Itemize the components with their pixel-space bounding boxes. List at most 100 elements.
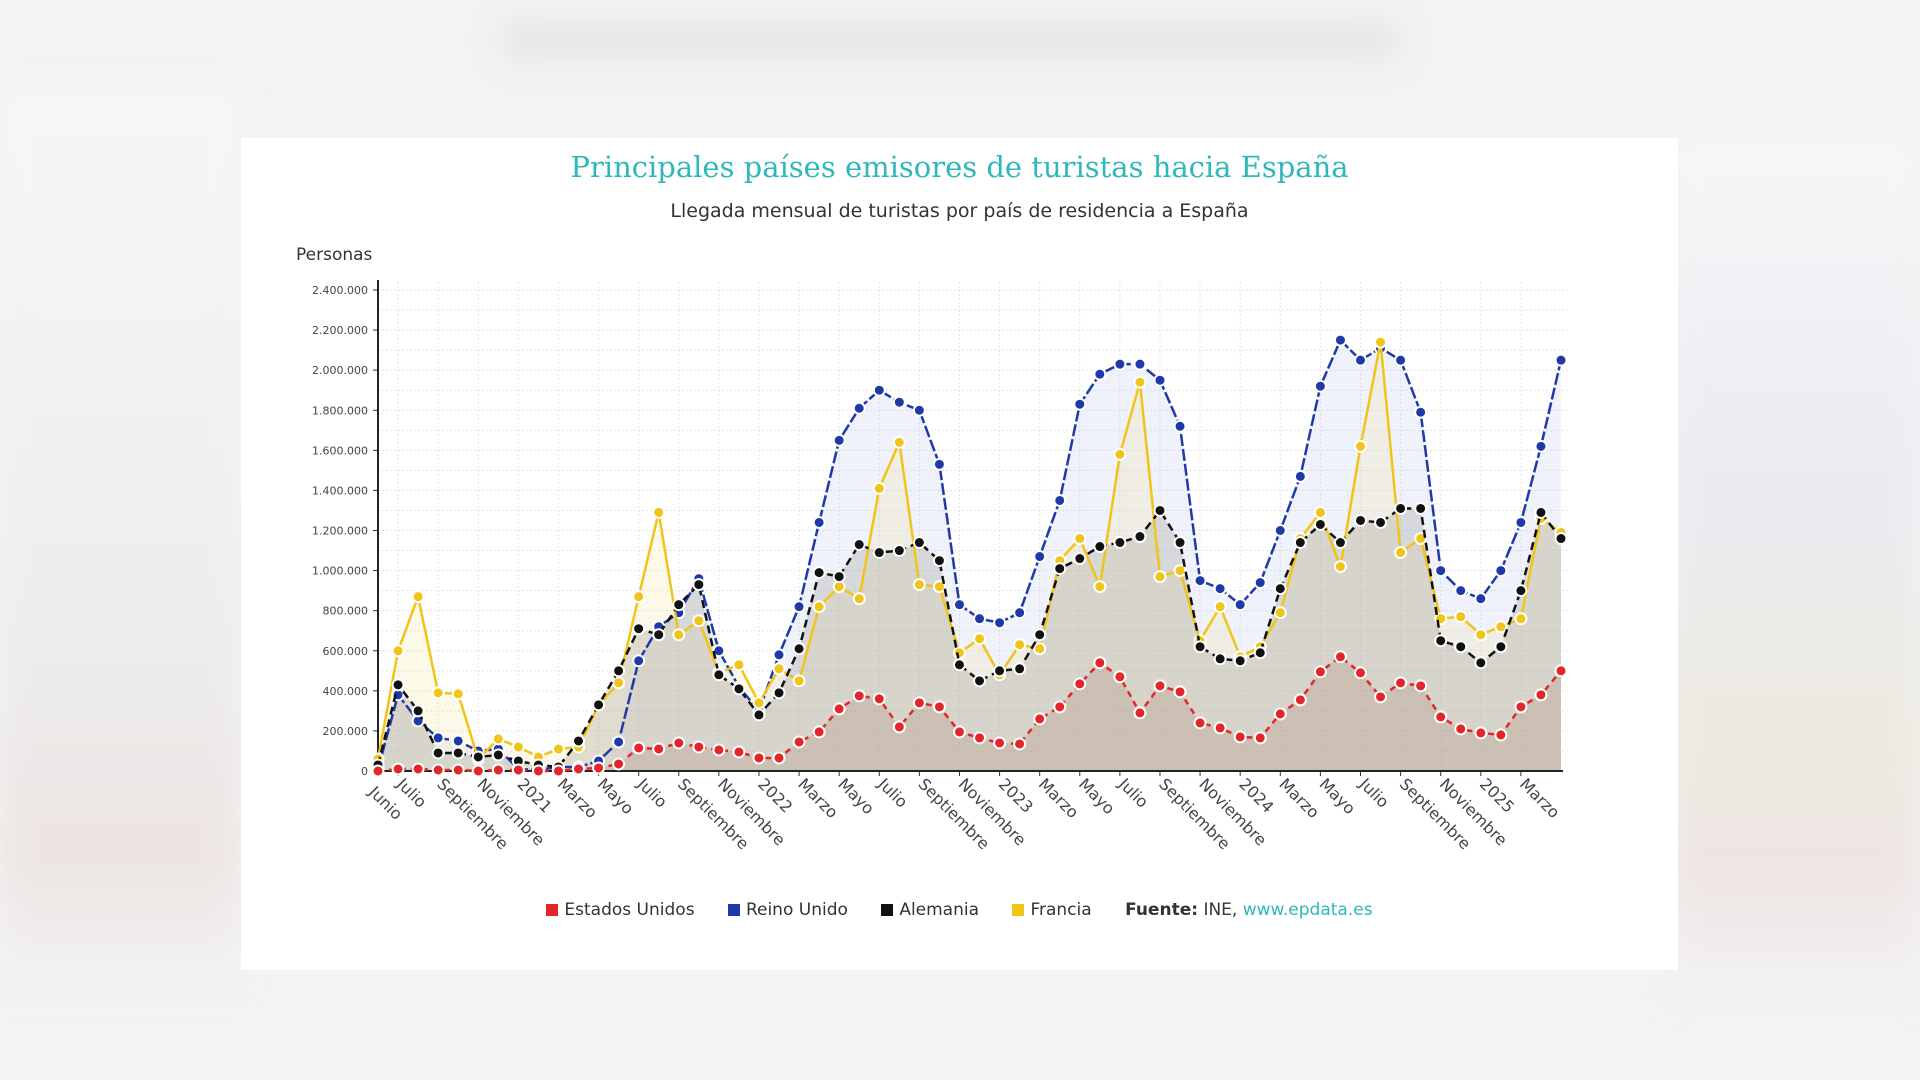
point-estados-unidos [1173, 685, 1187, 699]
point-estados-unidos [852, 689, 866, 703]
point-francia [1153, 570, 1167, 584]
point-reino-unido [952, 598, 966, 612]
point-francia [1173, 564, 1187, 578]
legend-swatch [727, 904, 740, 916]
point-estados-unidos [391, 762, 405, 776]
point-alemania [993, 664, 1007, 678]
point-estados-unidos [952, 725, 966, 739]
point-francia [1494, 620, 1508, 634]
point-francia [1033, 642, 1047, 656]
point-reino-unido [1514, 515, 1528, 529]
point-alemania [1093, 540, 1107, 554]
point-alemania [1073, 552, 1087, 566]
point-reino-unido [1293, 469, 1307, 483]
point-estados-unidos [652, 742, 666, 756]
legend-item-francia[interactable]: Francia [1012, 900, 1092, 920]
point-reino-unido [712, 644, 726, 658]
point-alemania [1514, 584, 1528, 598]
point-francia [1353, 439, 1367, 453]
point-francia [973, 632, 987, 646]
x-tick-label: Mayo [834, 774, 878, 818]
x-tick-label: Marzo [1275, 774, 1323, 822]
x-tick-label: Marzo [1516, 774, 1564, 822]
point-alemania [1414, 501, 1428, 515]
point-alemania [1554, 532, 1568, 546]
point-estados-unidos [1113, 670, 1127, 684]
point-estados-unidos [1514, 700, 1528, 714]
point-francia [1073, 532, 1087, 546]
point-alemania [491, 748, 505, 762]
legend-label: Estados Unidos [564, 900, 695, 920]
point-francia [1374, 335, 1388, 349]
point-alemania [1534, 505, 1548, 519]
point-estados-unidos [812, 725, 826, 739]
point-francia [892, 435, 906, 449]
point-reino-unido [1133, 357, 1147, 371]
point-alemania [1333, 536, 1347, 550]
legend-item-alemania[interactable]: Alemania [881, 900, 979, 920]
x-tick-label: Marzo [1035, 774, 1083, 822]
point-reino-unido [1033, 550, 1047, 564]
legend-swatch [1012, 904, 1025, 916]
point-estados-unidos [511, 763, 525, 777]
point-estados-unidos [1033, 712, 1047, 726]
chart-plot: Personas 0 200.000 400.000 600.000 800.000 1.0… [296, 245, 1569, 853]
legend: Estados Unidos Reino Unido Alemania Fran… [241, 900, 1678, 920]
point-alemania [1374, 515, 1388, 529]
point-estados-unidos [1554, 664, 1568, 678]
point-alemania [592, 698, 606, 712]
point-reino-unido [1193, 574, 1207, 588]
point-estados-unidos [471, 764, 485, 778]
area-estados-unidos [378, 656, 1561, 771]
x-tick-label: Mayo [1316, 774, 1360, 818]
point-francia [772, 662, 786, 676]
point-alemania [391, 678, 405, 692]
point-reino-unido [912, 403, 926, 417]
x-tick-label: Julio [874, 774, 912, 812]
y-axis-label: Personas [296, 245, 373, 265]
point-francia [812, 600, 826, 614]
point-francia [551, 742, 565, 756]
point-alemania [872, 546, 886, 560]
point-estados-unidos [1534, 688, 1548, 702]
point-estados-unidos [1213, 721, 1227, 735]
point-reino-unido [1534, 439, 1548, 453]
point-francia [1213, 600, 1227, 614]
source-note: Fuente: INE, www.epdata.es [1125, 900, 1373, 920]
point-alemania [1313, 517, 1327, 531]
point-estados-unidos [612, 757, 626, 771]
point-reino-unido [1494, 564, 1508, 578]
point-francia [1414, 532, 1428, 546]
source-link[interactable]: www.epdata.es [1242, 900, 1373, 920]
point-alemania [1394, 501, 1408, 515]
point-estados-unidos [1333, 650, 1347, 664]
chart-card: Principales países emisores de turistas … [241, 138, 1678, 970]
point-estados-unidos [551, 764, 565, 778]
point-reino-unido [832, 433, 846, 447]
point-estados-unidos [1434, 710, 1448, 724]
point-alemania [411, 704, 425, 718]
point-francia [451, 687, 465, 701]
point-alemania [973, 674, 987, 688]
point-estados-unidos [1313, 665, 1327, 679]
y-tick-label: 1.800.000 [312, 404, 368, 417]
y-tick-label: 400.000 [323, 685, 369, 698]
legend-item-reino-unido[interactable]: Reino Unido [727, 900, 848, 920]
point-alemania [672, 598, 686, 612]
point-francia [1514, 612, 1528, 626]
line-estados-unidos [377, 655, 1562, 773]
point-estados-unidos [1474, 726, 1488, 740]
legend-item-estados-unidos[interactable]: Estados Unidos [546, 900, 695, 920]
point-reino-unido [451, 734, 465, 748]
point-estados-unidos [531, 764, 545, 778]
point-reino-unido [1113, 357, 1127, 371]
point-alemania [1474, 656, 1488, 670]
point-alemania [572, 734, 586, 748]
area-reino-unido [378, 340, 1561, 771]
point-reino-unido [1554, 353, 1568, 367]
x-tick-label: Mayo [594, 774, 638, 818]
point-alemania [792, 642, 806, 656]
point-estados-unidos [1414, 679, 1428, 693]
point-reino-unido [1353, 353, 1367, 367]
y-tick-label: 1.400.000 [312, 484, 368, 497]
